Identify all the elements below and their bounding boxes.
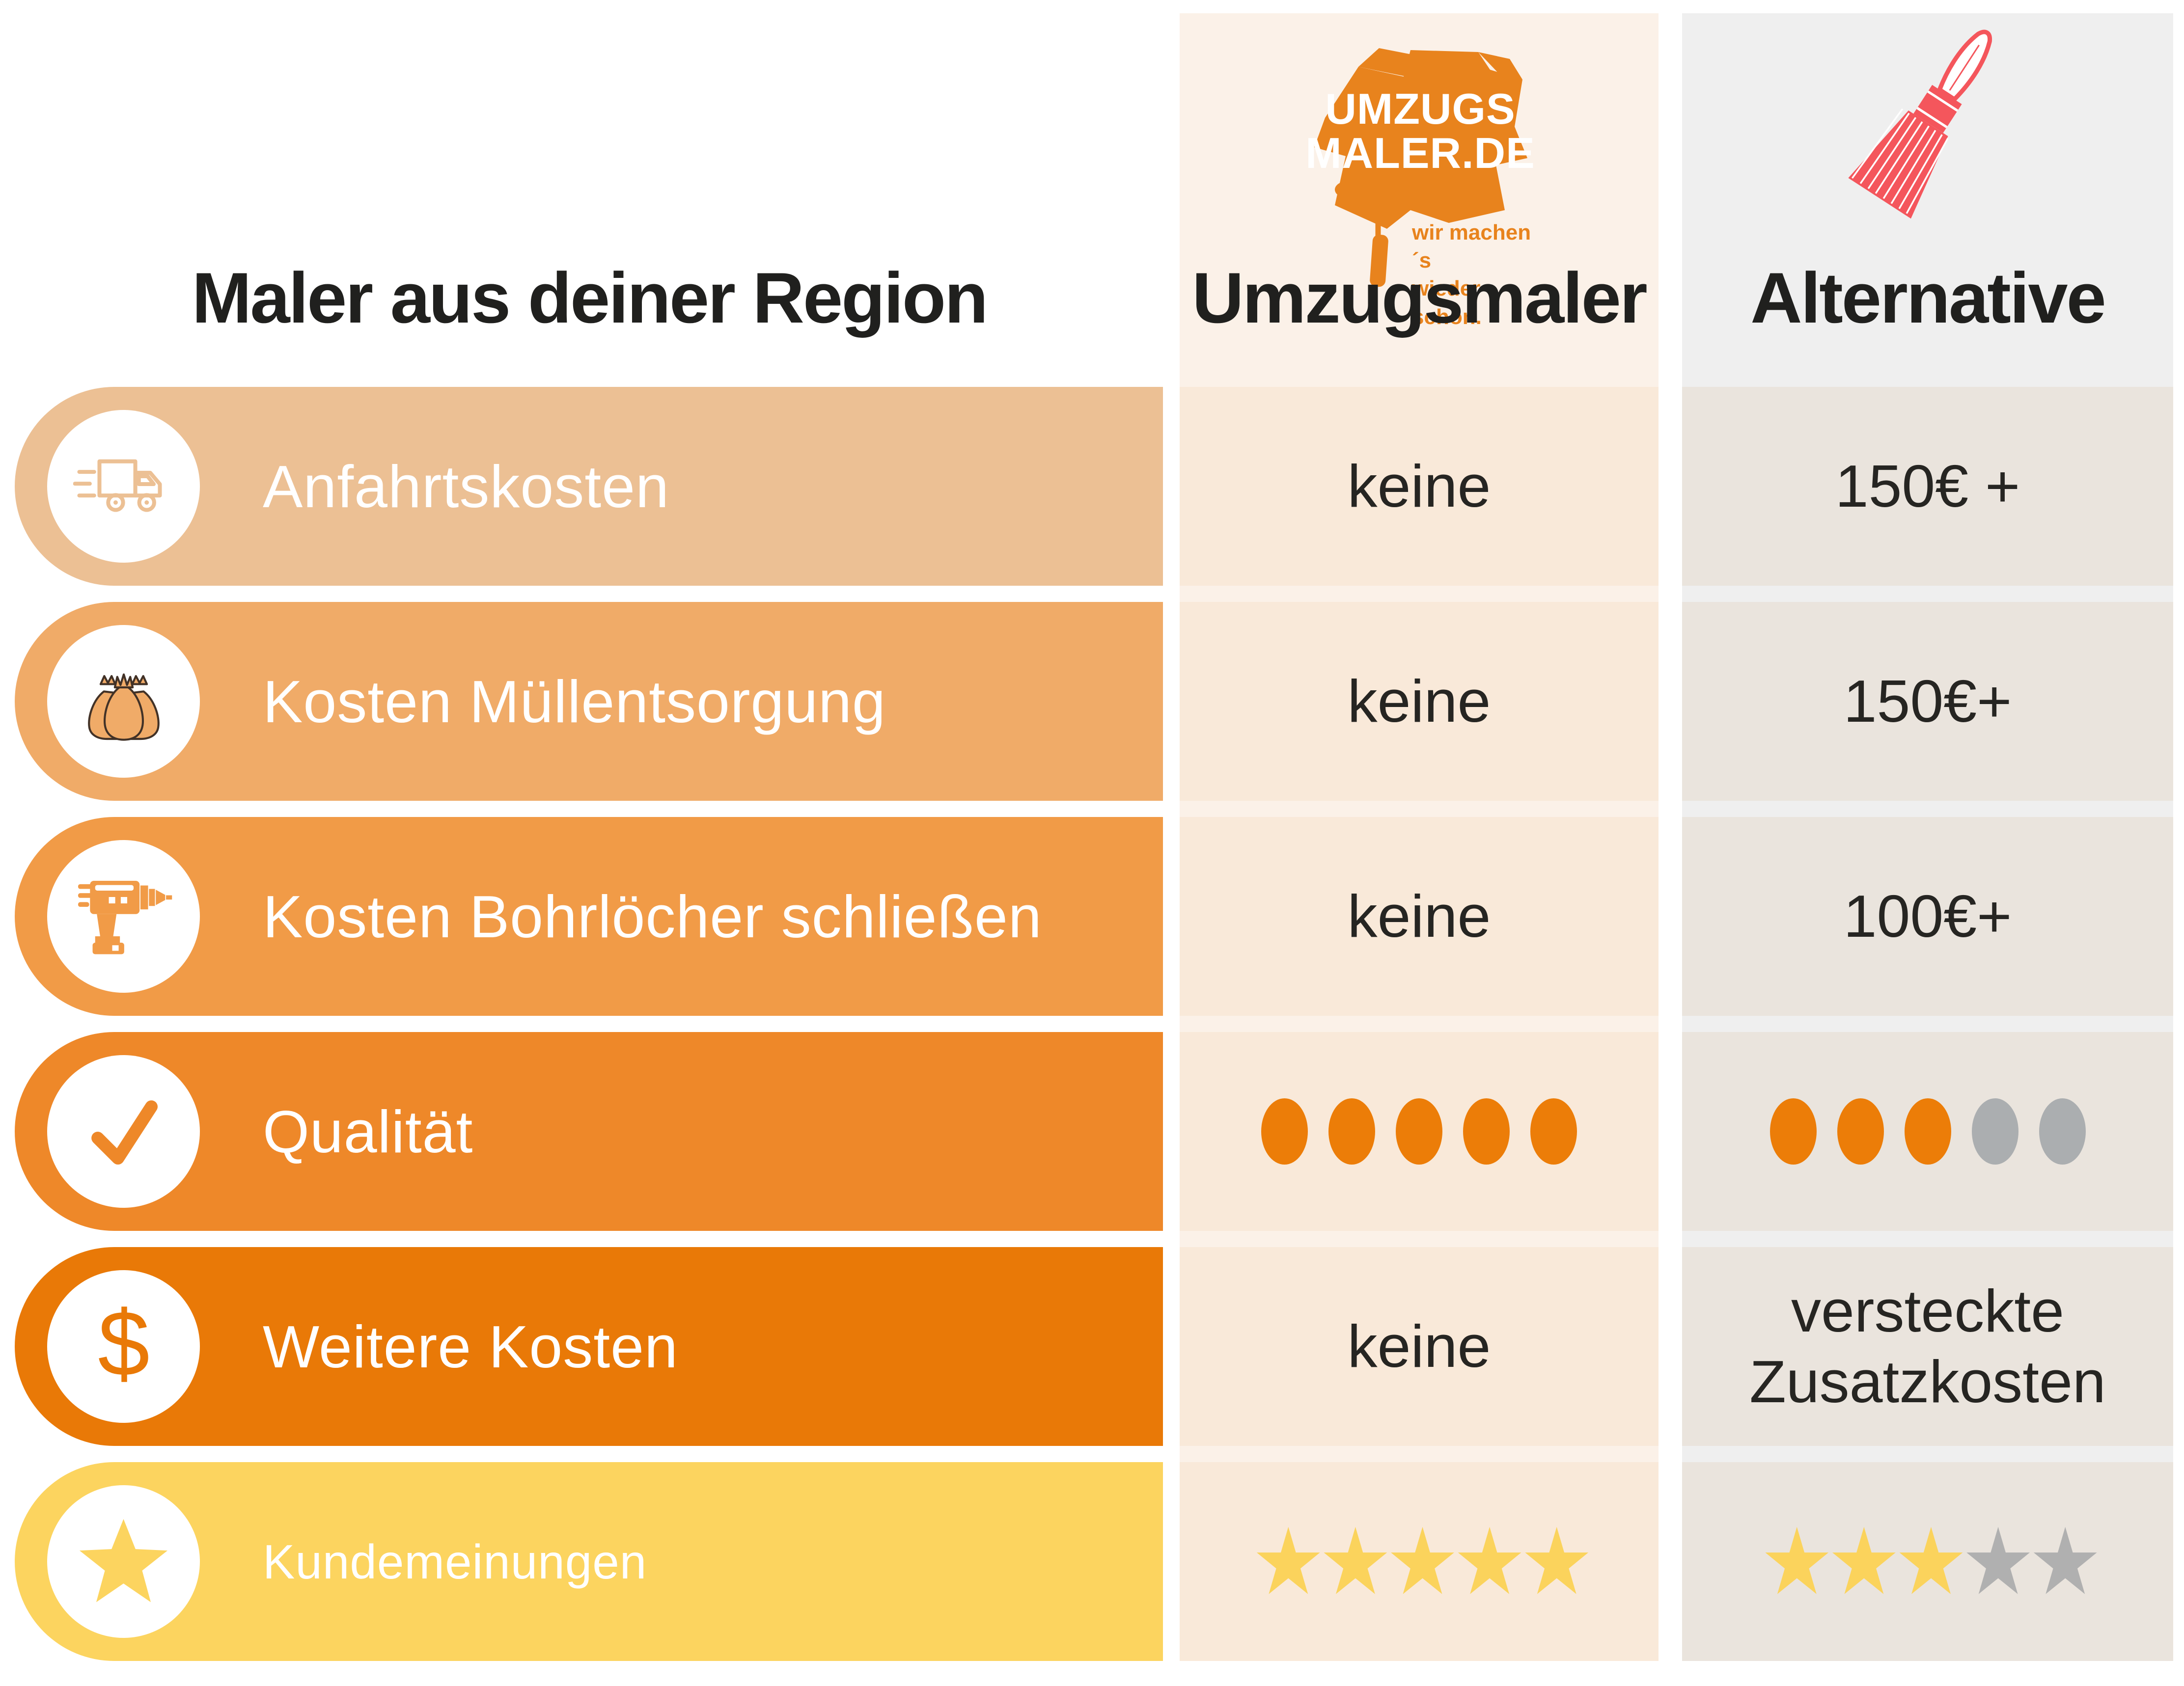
umzugsmaler-cell: keine xyxy=(1180,387,1659,586)
row-label: Kundemeinungen xyxy=(263,1534,647,1589)
rating-star: ★ xyxy=(1385,1507,1460,1616)
logo-tagline: wir machen´s wieder schön. xyxy=(1412,218,1549,331)
rating-dot xyxy=(1971,1098,2018,1165)
rating-star: ★ xyxy=(1827,1507,1901,1616)
trash-bag-icon xyxy=(77,657,170,746)
truck-icon xyxy=(73,448,174,524)
row-pill: Anfahrtskosten xyxy=(15,387,1163,586)
alternative-cell: 100€+ xyxy=(1682,817,2173,1016)
row-label: Anfahrtskosten xyxy=(263,453,669,520)
row-pill: Kosten Müllentsorgung xyxy=(15,602,1163,801)
rating-dots xyxy=(1760,1098,2096,1165)
cell-value: keine xyxy=(1347,452,1491,519)
logo-text-line2: MALER.DE xyxy=(1305,129,1535,177)
page-title: Maler aus deiner Region xyxy=(192,258,989,338)
row-pill: $ Weitere Kosten xyxy=(15,1247,1163,1446)
rating-star: ★ xyxy=(1760,1507,1834,1616)
cell-value: keine xyxy=(1347,1312,1491,1380)
table-row: Qualität xyxy=(0,1032,2184,1231)
table-row: Kosten Müllentsorgung keine 150€+ xyxy=(0,602,2184,801)
rating-dot xyxy=(2039,1098,2086,1165)
cell-value: keine xyxy=(1347,882,1491,950)
logo-tagline-line2: wieder schön. xyxy=(1412,276,1482,329)
alternative-cell: versteckte Zusatzkosten xyxy=(1682,1247,2173,1446)
cell-value: keine xyxy=(1347,667,1491,734)
rating-dot xyxy=(1328,1098,1375,1165)
umzugsmaler-cell: keine xyxy=(1180,1247,1659,1446)
rating-dot xyxy=(1904,1098,1951,1165)
table-row: Kosten Bohrlöcher schließen keine 100€+ xyxy=(0,817,2184,1016)
row-pill: Kosten Bohrlöcher schließen xyxy=(15,817,1163,1016)
column-header-umzugsmaler: Umzugsmaler xyxy=(1192,258,1647,338)
rating-star: ★ xyxy=(2028,1507,2102,1616)
alternative-cell xyxy=(1682,1032,2173,1231)
rating-star: ★ xyxy=(1318,1507,1393,1616)
rating-dots xyxy=(1251,1098,1587,1165)
drill-icon xyxy=(75,870,173,964)
umzugsmaler-cell: ★ ★ ★ ★ ★ xyxy=(1180,1462,1659,1661)
row-label: Kosten Müllentsorgung xyxy=(263,668,886,735)
rating-star: ★ xyxy=(1251,1507,1326,1616)
umzugsmaler-logo: UMZUGS MALER.DE wir machen´s wieder schö… xyxy=(1287,25,1552,329)
table-row: Anfahrtskosten keine 150€ + xyxy=(0,387,2184,586)
row-pill: Kundemeinungen xyxy=(15,1462,1163,1661)
logo-tagline-line1: wir machen´s xyxy=(1412,220,1531,273)
paintbrush-icon xyxy=(1839,29,2016,241)
row-icon-disc xyxy=(47,625,200,778)
cell-value: versteckte Zusatzkosten xyxy=(1749,1277,2106,1415)
rating-stars: ★ ★ ★ ★ ★ xyxy=(1251,1515,1594,1607)
row-icon-disc xyxy=(47,1485,200,1638)
rating-dot xyxy=(1837,1098,1884,1165)
rating-star: ★ xyxy=(1452,1507,1527,1616)
rating-dot xyxy=(1769,1098,1817,1165)
umzugsmaler-cell: keine xyxy=(1180,602,1659,801)
column-header-alternative: Alternative xyxy=(1750,258,2106,338)
rating-dot xyxy=(1396,1098,1442,1165)
cell-value: 100€+ xyxy=(1843,882,2012,950)
row-icon-disc: $ xyxy=(47,1270,200,1423)
cell-value: 150€+ xyxy=(1843,667,2012,734)
rating-star: ★ xyxy=(1894,1507,1968,1616)
row-pill: Qualität xyxy=(15,1032,1163,1231)
cell-value: 150€ + xyxy=(1835,452,2020,519)
table-row: $ Weitere Kosten keine versteckte Zusatzkos… xyxy=(0,1247,2184,1446)
alternative-cell: ★ ★ ★ ★ ★ xyxy=(1682,1462,2173,1661)
rating-star: ★ xyxy=(1520,1507,1594,1616)
checkmark-icon xyxy=(81,1088,166,1174)
row-icon-disc xyxy=(47,1055,200,1208)
alternative-cell: 150€ + xyxy=(1682,387,2173,586)
rating-star: ★ xyxy=(1961,1507,2035,1616)
row-icon-disc xyxy=(47,410,200,563)
row-label: Kosten Bohrlöcher schließen xyxy=(263,883,1042,950)
row-label: Qualität xyxy=(263,1098,473,1165)
umzugsmaler-cell xyxy=(1180,1032,1659,1231)
alternative-cell: 150€+ xyxy=(1682,602,2173,801)
dollar-icon: $ xyxy=(87,1296,161,1397)
umzugsmaler-cell: keine xyxy=(1180,817,1659,1016)
rating-stars: ★ ★ ★ ★ ★ xyxy=(1760,1515,2102,1607)
rating-dot xyxy=(1463,1098,1510,1165)
star-icon xyxy=(76,1516,171,1607)
svg-text:$: $ xyxy=(98,1296,150,1396)
rating-dot xyxy=(1530,1098,1577,1165)
logo-text-line1: UMZUGS xyxy=(1325,84,1515,133)
table-row: Kundemeinungen ★ ★ ★ ★ ★ ★ ★ ★ ★ ★ xyxy=(0,1462,2184,1661)
rating-dot xyxy=(1261,1098,1308,1165)
row-label: Weitere Kosten xyxy=(263,1313,678,1380)
row-icon-disc xyxy=(47,840,200,993)
umzugsmaler-logo-graphic: UMZUGS MALER.DE xyxy=(1305,48,1535,287)
